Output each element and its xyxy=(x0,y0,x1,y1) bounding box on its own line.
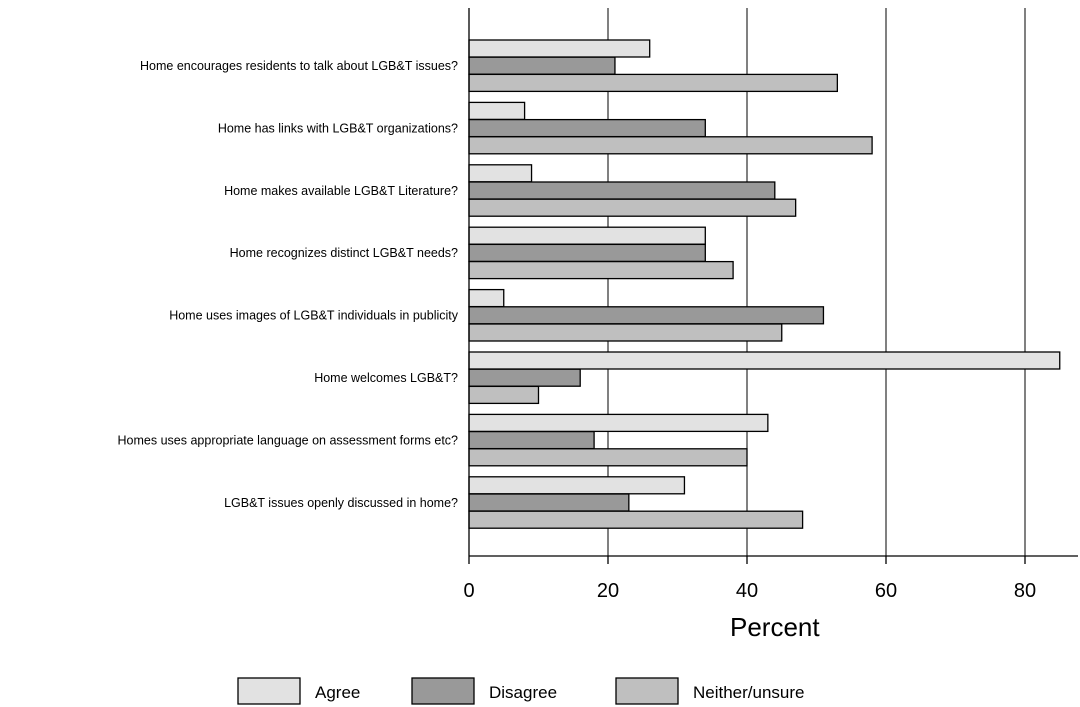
bar-agree-5 xyxy=(468,288,505,308)
legend-label: Agree xyxy=(315,683,360,702)
bar-agree-3 xyxy=(468,164,533,183)
category-label: Home encourages residents to talk about … xyxy=(140,59,458,73)
bars xyxy=(468,39,1061,529)
axes xyxy=(468,8,1078,557)
x-tick-label: 80 xyxy=(1014,580,1036,602)
bar-neither-unsure-1 xyxy=(468,73,839,93)
category-label: Home uses images of LGB&T individuals in… xyxy=(169,309,459,323)
bar-neither-unsure-2 xyxy=(468,136,873,155)
x-tick-label: 0 xyxy=(463,580,474,602)
bar-neither-unsure-7 xyxy=(468,448,748,467)
x-tick-label: 20 xyxy=(597,580,619,602)
bar-neither-unsure-3 xyxy=(468,198,797,217)
bar-neither-unsure-6 xyxy=(468,385,540,405)
legend-swatch xyxy=(237,677,301,705)
bar-disagree-8 xyxy=(468,493,630,512)
bar-disagree-4 xyxy=(468,243,706,263)
bar-agree-4 xyxy=(468,226,706,245)
bar-agree-2 xyxy=(468,101,526,121)
bar-agree-7 xyxy=(468,413,769,433)
x-ticks: 0 20 40 60 80 xyxy=(463,556,1036,602)
category-label: Home makes available LGB&T Literature? xyxy=(224,184,458,198)
legend: Agree Disagree Neither/unsure xyxy=(237,677,805,705)
bar-agree-6 xyxy=(468,351,1061,370)
bar-disagree-3 xyxy=(468,181,776,200)
category-label: Home welcomes LGB&T? xyxy=(314,371,458,385)
x-tick-label: 40 xyxy=(736,580,758,602)
x-axis-title: Percent xyxy=(730,612,820,642)
category-label: Home recognizes distinct LGB&T needs? xyxy=(230,246,458,260)
legend-label: Neither/unsure xyxy=(693,683,805,702)
legend-swatch xyxy=(411,677,475,705)
bar-neither-unsure-8 xyxy=(468,510,804,529)
category-labels: Home encourages residents to talk about … xyxy=(118,59,459,510)
bar-agree-1 xyxy=(468,39,651,58)
bar-agree-8 xyxy=(468,476,686,495)
bar-disagree-2 xyxy=(468,118,706,138)
legend-label: Disagree xyxy=(489,683,557,702)
bar-disagree-7 xyxy=(468,430,595,450)
bar-disagree-6 xyxy=(468,368,581,387)
bar-neither-unsure-5 xyxy=(468,323,783,342)
x-tick-label: 60 xyxy=(875,580,897,602)
category-label: LGB&T issues openly discussed in home? xyxy=(224,496,458,510)
legend-swatch xyxy=(615,677,679,705)
category-label: Home has links with LGB&T organizations? xyxy=(218,121,458,135)
bar-disagree-1 xyxy=(468,56,616,75)
category-label: Homes uses appropriate language on asses… xyxy=(118,433,459,447)
bar-disagree-5 xyxy=(468,306,825,325)
bar-neither-unsure-4 xyxy=(468,260,734,280)
